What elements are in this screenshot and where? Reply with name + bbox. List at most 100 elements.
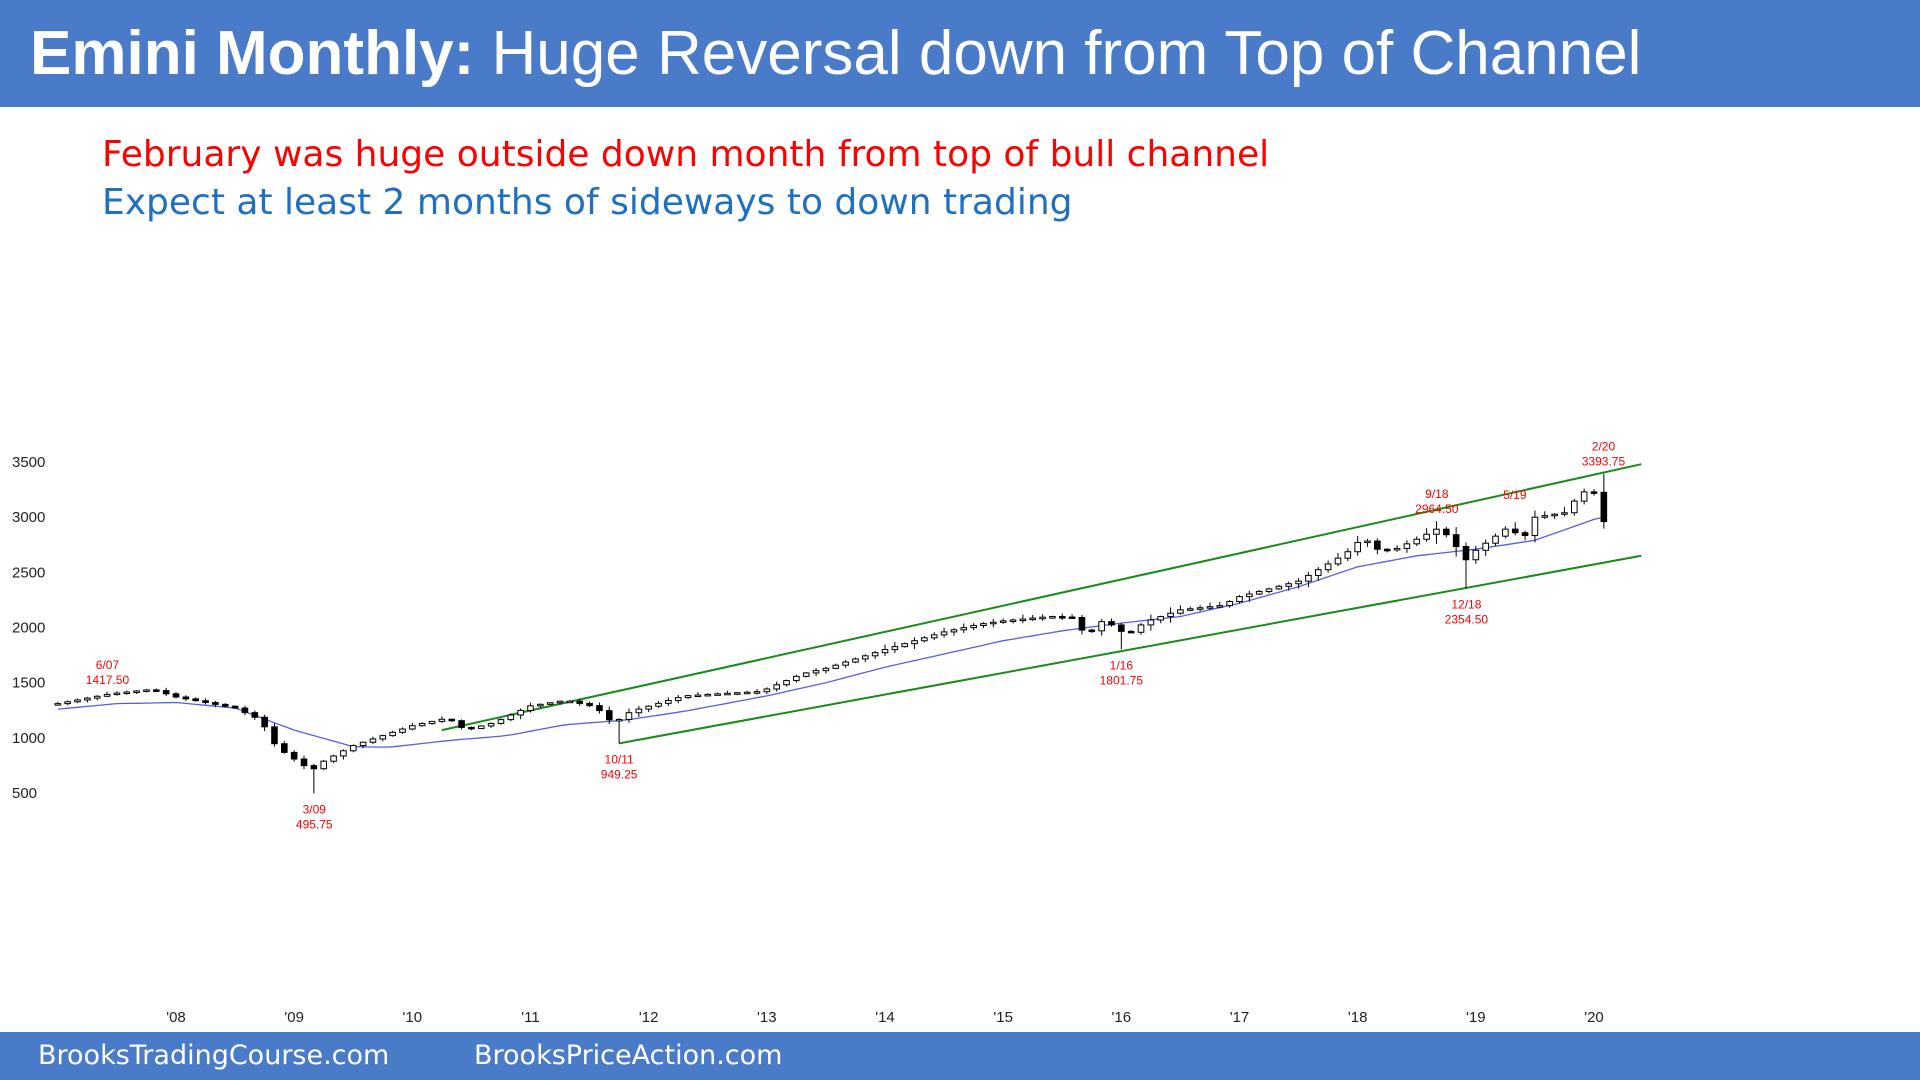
candle-body (113, 692, 121, 696)
candle-body (773, 684, 780, 690)
candle-body (862, 655, 869, 660)
y-tick-label: 500 (12, 785, 37, 802)
candle-body (665, 699, 672, 704)
candle-body (409, 725, 416, 730)
candle-body (1186, 608, 1194, 611)
candle-body (517, 709, 524, 716)
candle-body (1551, 513, 1558, 517)
candle-body (1580, 491, 1588, 502)
candle-body (802, 672, 810, 677)
candlestick-chart: 500 1000 1500 2000 2500 3000 3500 '08 '09 '10 '11 '… (12, 440, 1642, 1026)
annotation-date: 9/18 (1425, 487, 1449, 501)
y-tick-label: 1500 (12, 675, 45, 692)
annotation-date: 2/20 (1592, 440, 1616, 454)
candle-body (753, 691, 761, 694)
candle-body (477, 725, 485, 730)
candle-body (1354, 542, 1361, 553)
annotation-date: 12/18 (1451, 597, 1481, 611)
candle-body (1108, 621, 1115, 626)
candle-body (153, 689, 160, 692)
candle-body (724, 692, 731, 696)
candle-body (1383, 548, 1391, 552)
footer-bar: BrooksTradingCourse.com BrooksPriceActio… (0, 1032, 1920, 1080)
candle-body (1502, 528, 1509, 537)
candle-body (349, 745, 357, 752)
candle-body (84, 697, 91, 701)
candle-body (1374, 540, 1381, 550)
x-tick-label: '18 (1348, 1009, 1368, 1026)
candle-body (921, 637, 928, 642)
candle-body (537, 703, 544, 707)
candle-body (871, 652, 879, 657)
channel-line-lower (618, 554, 1642, 745)
annotation-price: 1801.75 (1100, 673, 1144, 687)
candle-body (143, 689, 150, 692)
candle-body (320, 760, 328, 770)
candle-body (202, 700, 209, 704)
candle-body (1452, 534, 1460, 548)
candle-body (694, 694, 702, 698)
candle-body (763, 688, 771, 693)
candle-body (428, 720, 436, 725)
candle-body (261, 716, 268, 728)
candle-body (300, 758, 308, 767)
candle-body (1078, 616, 1086, 631)
candle-body (1265, 588, 1273, 592)
candle-body (133, 690, 140, 693)
footer-website-left[interactable]: BrooksTradingCourse.com (38, 1040, 390, 1071)
y-tick-label: 2500 (12, 564, 45, 581)
candle-body (733, 692, 741, 695)
candle-body (1571, 500, 1578, 514)
candle-body (271, 726, 278, 745)
candle-body (1393, 547, 1401, 551)
candle-body (743, 691, 751, 695)
candle-body (310, 765, 318, 770)
candle-body (458, 720, 465, 728)
candle-body (182, 696, 190, 700)
candle-body (783, 680, 790, 686)
title-bold: Emini Monthly: (30, 19, 475, 88)
candle-body (980, 623, 987, 626)
annotation-date: 5/19 (1503, 488, 1527, 502)
channel-line-upper (441, 463, 1642, 732)
candle-body (596, 705, 603, 712)
candle-body (221, 703, 229, 707)
candle-body (251, 712, 259, 718)
candle-body (812, 670, 820, 674)
candle-body (950, 629, 958, 633)
candle-body (960, 627, 968, 631)
candle-body (123, 691, 131, 695)
candle-body (655, 702, 662, 707)
candle-body (852, 658, 859, 663)
candle-body (93, 695, 101, 699)
candle-body (389, 731, 396, 737)
candle-body (172, 693, 180, 698)
footer-website-right[interactable]: BrooksPriceAction.com (474, 1040, 783, 1071)
candle-body (231, 705, 239, 709)
candle-body (999, 620, 1007, 623)
candle-body (1275, 585, 1283, 590)
candle-body (1344, 551, 1352, 559)
candle-body (1098, 621, 1105, 632)
candle-body (1009, 619, 1017, 622)
candle-body (1216, 605, 1224, 608)
candle-body (1413, 538, 1421, 545)
candle-body (940, 631, 948, 636)
candle-body (1442, 528, 1450, 536)
candle-body (990, 621, 997, 625)
candle-body (586, 702, 593, 707)
candle-body (241, 707, 249, 714)
annotation-price: 2354.50 (1445, 612, 1489, 626)
candle-body (881, 649, 889, 654)
candle-body (1058, 616, 1066, 619)
candle-body (891, 646, 899, 651)
candle-body (340, 750, 347, 757)
annotation-date: 6/07 (96, 658, 120, 672)
candle-body (1462, 546, 1470, 561)
candle-body (497, 719, 505, 724)
candle-body (832, 664, 840, 669)
candle-body (546, 702, 554, 705)
candle-body (1511, 528, 1519, 534)
annotation-price: 1417.50 (86, 673, 130, 687)
candle-body (1521, 532, 1529, 537)
